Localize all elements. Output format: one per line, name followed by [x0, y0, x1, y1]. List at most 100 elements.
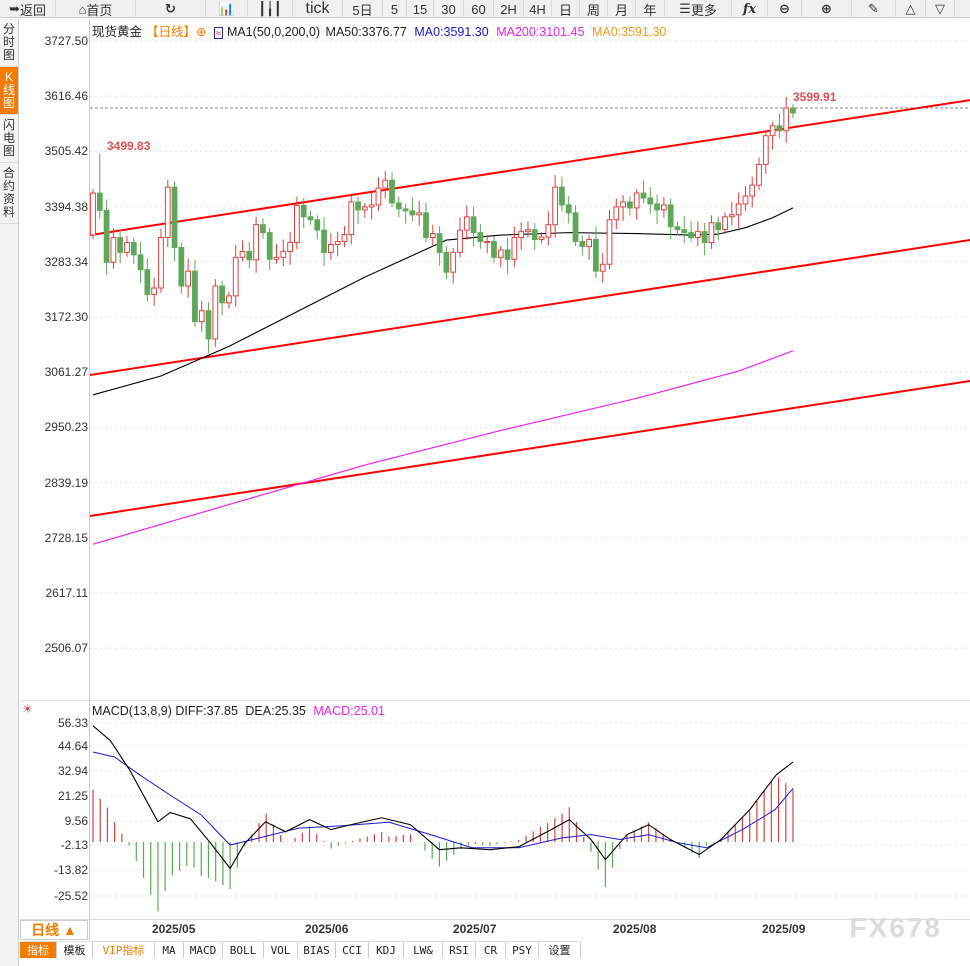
toolbar-button-2H[interactable]: 2H [494, 0, 524, 18]
tab-vol[interactable]: VOL [264, 942, 298, 958]
toolbar-button-5日[interactable]: 5日 [343, 0, 383, 18]
pen-icon: ✎ [868, 1, 879, 16]
price-tick-label: 3616.46 [44, 89, 88, 104]
candle-down [355, 201, 361, 211]
price-tick-label: 3505.42 [44, 144, 88, 159]
candle-up [586, 239, 592, 247]
tab-kdj[interactable]: KDJ [369, 942, 404, 958]
toolbar-button-首页[interactable]: ⌂ 首页 [56, 0, 136, 18]
candle-down [219, 285, 226, 304]
macd-tick-label: 32.94 [57, 764, 88, 778]
zoom-out-icon: ⊖ [779, 1, 790, 16]
candle-down [565, 204, 572, 214]
tab-指标[interactable]: 指标 [20, 942, 57, 958]
candle-up [226, 295, 232, 304]
candle-down [409, 210, 416, 216]
price-tick-label: 3283.34 [44, 254, 88, 269]
candle-down [531, 229, 538, 241]
tab-psy[interactable]: PSY [506, 942, 539, 958]
candle-up [429, 233, 436, 239]
toolbar-label: 15 [412, 1, 428, 17]
toolbar-button-triangle-up[interactable]: △ [896, 0, 926, 18]
settings-icon[interactable]: ⊕ [196, 25, 207, 39]
toolbar-button-年[interactable]: 年 [636, 0, 665, 18]
toolbar-button-4H[interactable]: 4H [524, 0, 552, 18]
date-label: 2025/06 [305, 922, 349, 936]
sidebar-tab-kline[interactable]: K线图 [0, 67, 18, 115]
candle-down [178, 246, 185, 287]
candle-down [688, 232, 694, 239]
price-tick-label: 3727.50 [44, 34, 88, 48]
price-tick-label: 3061.27 [44, 365, 88, 380]
price-tick-label: 3172.30 [44, 310, 88, 324]
candle-down [790, 107, 796, 114]
toolbar-button-日[interactable]: 日 [552, 0, 580, 18]
candle-up [606, 219, 613, 265]
indicator-icon[interactable]: ≈ [214, 27, 223, 39]
tab-bias[interactable]: BIAS [298, 942, 336, 958]
candle-down [137, 254, 144, 271]
candle-up [660, 204, 667, 211]
toolbar-button-5[interactable]: 5 [383, 0, 407, 18]
tab-cci[interactable]: CCI [336, 942, 369, 958]
toolbar-button-pen[interactable]: ✎ [852, 0, 896, 18]
tab-lw&[interactable]: LW& [404, 942, 443, 958]
toolbar-button-30[interactable]: 30 [434, 0, 464, 18]
candle-down [681, 229, 688, 234]
toolbar-button-周[interactable]: 周 [580, 0, 608, 18]
macd-settings-icon[interactable]: ☀ [22, 702, 33, 716]
triangle-down-icon: ▽ [935, 1, 945, 16]
toolbar-button-candlestick[interactable]: ┃╽┃ [248, 0, 293, 18]
toolbar-button-line-chart[interactable]: 📊 [206, 0, 248, 18]
toolbar-button-月[interactable]: 月 [608, 0, 636, 18]
period-button[interactable]: 日线 ▲ [20, 920, 88, 940]
toolbar-button-refresh[interactable]: ↻ [136, 0, 206, 18]
toolbar-button-fx[interactable]: fx [732, 0, 768, 18]
candle-up [457, 229, 463, 253]
tab-rsi[interactable]: RSI [443, 942, 476, 958]
sidebar-tab-flash[interactable]: 闪电图 [0, 115, 18, 163]
ma0b-value: MA0:3591.30 [591, 25, 667, 39]
tab-cr[interactable]: CR [476, 942, 506, 958]
toolbar-button-60[interactable]: 60 [464, 0, 494, 18]
ma0-value: MA0:3591.30 [414, 25, 489, 39]
toolbar-button-返回[interactable]: ➥ 返回 [0, 0, 56, 18]
candle-up [110, 237, 117, 263]
tab-boll[interactable]: BOLL [223, 942, 264, 958]
toolbar-button-triangle-down[interactable]: ▽ [926, 0, 955, 18]
candle-up [151, 287, 158, 295]
tab-macd[interactable]: MACD [184, 942, 223, 958]
triangle-up-icon: △ [905, 1, 916, 16]
line-chart-icon: 📊 [218, 1, 235, 16]
toolbar-button-zoom-in[interactable]: ⊕ [802, 0, 852, 18]
sidebar-tab-contract-info[interactable]: 合约资料 [0, 163, 18, 224]
candle-up [334, 241, 341, 245]
indicator-tabs: 指标 模板 VIP指标 MA MACD BOLL VOL BIAS CCI KDJ LW& RSI CR… [20, 941, 581, 958]
toolbar-button-15[interactable]: 15 [407, 0, 434, 18]
toolbar-label: 月 [614, 2, 628, 18]
toolbar-label: 4H [529, 1, 546, 17]
tab-模板[interactable]: 模板 [57, 942, 93, 958]
candle-down [260, 224, 266, 234]
candle-down [300, 204, 307, 218]
tab-vip指标[interactable]: VIP指标 [93, 942, 155, 958]
candle-down [192, 270, 198, 323]
candle-down [307, 216, 314, 221]
dea-line [92, 751, 794, 849]
candle-up [708, 222, 715, 244]
candle-up [450, 251, 457, 273]
candle-up [164, 186, 171, 239]
latest-high-label: 3599.91 [793, 90, 837, 104]
channel-line [89, 99, 970, 237]
candle-up [518, 231, 525, 239]
candle-up [538, 236, 545, 241]
toolbar-button-tick[interactable]: tick [293, 0, 343, 18]
toolbar-button-zoom-out[interactable]: ⊖ [768, 0, 802, 18]
sidebar-tab-timeshare[interactable]: 分时图 [0, 19, 18, 67]
toolbar-button-更多[interactable]: ☰ 更多 [665, 0, 732, 18]
tab-设置[interactable]: 设置 [539, 942, 581, 958]
period-label: 【日线】 [146, 25, 197, 39]
tab-ma[interactable]: MA [155, 942, 184, 958]
candle-down [314, 219, 321, 231]
